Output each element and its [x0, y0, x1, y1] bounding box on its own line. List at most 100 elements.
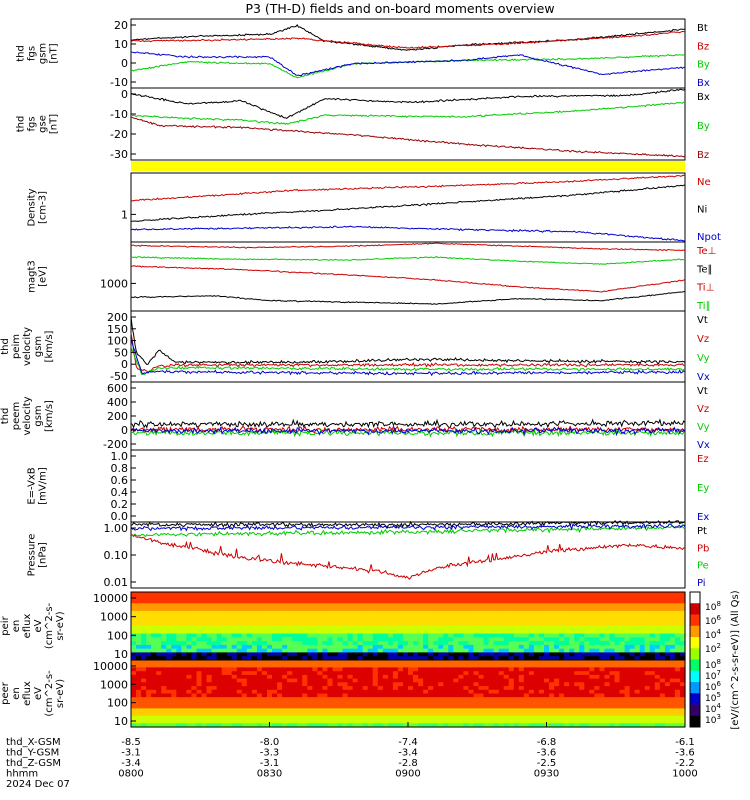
heatmap-cell	[594, 723, 600, 728]
y-axis-label: thd peim velocity gsm [km/s]	[0, 327, 55, 366]
heatmap-cell	[397, 656, 404, 661]
heatmap-cell	[503, 622, 510, 627]
heatmap-cell	[261, 671, 268, 676]
heatmap-cell	[438, 712, 444, 717]
heatmap-cell	[518, 686, 525, 691]
heatmap-cell	[327, 603, 333, 608]
y-tick-label: 100	[107, 335, 128, 348]
heatmap-cell	[397, 715, 404, 721]
heatmap-cell	[408, 626, 414, 631]
heatmap-cell	[347, 719, 354, 724]
heatmap-cell	[161, 633, 167, 638]
heatmap-cell	[664, 678, 671, 683]
heatmap-cell	[478, 700, 485, 706]
heatmap-cell	[664, 704, 671, 709]
heatmap-cell	[367, 704, 374, 709]
heatmap-cell	[533, 648, 540, 654]
heatmap-cell	[528, 644, 535, 650]
heatmap-cell	[403, 719, 409, 724]
heatmap-cell	[649, 637, 656, 642]
heatmap-cell	[649, 656, 656, 661]
heatmap-cell	[438, 719, 444, 724]
heatmap-cell	[397, 704, 404, 709]
heatmap-cell	[680, 592, 686, 597]
heatmap-cell	[574, 637, 580, 642]
heatmap-cell	[272, 622, 278, 627]
heatmap-cell	[564, 656, 570, 661]
heatmap-cell	[322, 700, 328, 706]
heatmap-cell	[261, 663, 268, 668]
heatmap-cell	[131, 719, 137, 724]
heatmap-cell	[387, 719, 394, 724]
heatmap-cell	[513, 626, 520, 631]
heatmap-cell	[443, 678, 449, 683]
heatmap-cell	[438, 697, 444, 702]
heatmap-cell	[473, 592, 480, 597]
heatmap-cell	[408, 723, 414, 728]
heatmap-cell	[337, 674, 344, 680]
heatmap-cell	[226, 663, 233, 668]
heatmap-cell	[317, 663, 323, 668]
heatmap-cell	[518, 614, 525, 620]
heatmap-cell	[483, 667, 490, 672]
heatmap-cell	[564, 712, 570, 717]
heatmap-cell	[644, 614, 651, 620]
heatmap-cell	[302, 637, 308, 642]
heatmap-cell	[659, 622, 666, 627]
heatmap-cell	[176, 592, 182, 597]
heatmap-cell	[251, 712, 258, 717]
heatmap-cell	[156, 644, 162, 650]
heatmap-cell	[503, 652, 510, 657]
heatmap-cell	[443, 715, 449, 721]
heatmap-cell	[357, 682, 364, 687]
heatmap-cell	[574, 719, 580, 724]
heatmap-cell	[599, 656, 605, 661]
heatmap-cell	[518, 663, 525, 668]
heatmap-cell	[342, 652, 349, 657]
heatmap-cell	[161, 700, 167, 706]
heatmap-cell	[337, 667, 344, 672]
heatmap-cell	[141, 719, 147, 724]
heatmap-cell	[387, 603, 394, 608]
legend-Ti⊥: Ti⊥	[696, 283, 714, 294]
heatmap-cell	[307, 689, 313, 695]
heatmap-cell	[272, 723, 278, 728]
heatmap-cell	[186, 622, 192, 627]
heatmap-cell	[186, 663, 192, 668]
heatmap-cell	[156, 641, 162, 646]
heatmap-cell	[166, 626, 172, 631]
heatmap-cell	[438, 641, 444, 646]
heatmap-cell	[443, 592, 449, 597]
heatmap-cell	[206, 626, 213, 631]
heatmap-cell	[236, 678, 243, 683]
heatmap-cell	[594, 678, 600, 683]
heatmap-cell	[680, 633, 686, 638]
heatmap-cell	[392, 603, 399, 608]
heatmap-cell	[201, 629, 208, 635]
heatmap-cell	[463, 715, 469, 721]
heatmap-cell	[468, 618, 474, 623]
heatmap-cell	[327, 641, 333, 646]
heatmap-cell	[357, 712, 364, 717]
heatmap-cell	[559, 629, 565, 635]
heatmap-cell	[307, 626, 313, 631]
heatmap-cell	[141, 693, 147, 698]
heatmap-cell	[387, 715, 394, 721]
heatmap-cell	[549, 595, 555, 601]
heatmap-cell	[136, 678, 142, 683]
heatmap-cell	[176, 614, 182, 620]
heatmap-cell	[448, 644, 454, 650]
heatmap-cell	[614, 663, 621, 668]
heatmap-cell	[574, 656, 580, 661]
heatmap-cell	[408, 607, 414, 612]
heatmap-cell	[312, 674, 318, 680]
heatmap-cell	[171, 592, 177, 597]
heatmap-cell	[287, 704, 293, 709]
heatmap-cell	[609, 629, 616, 635]
heatmap-cell	[619, 682, 626, 687]
heatmap-cell	[549, 686, 555, 691]
heatmap-cell	[604, 629, 610, 635]
heatmap-cell	[307, 671, 313, 676]
heatmap-cell	[287, 678, 293, 683]
heatmap-cell	[196, 641, 203, 646]
